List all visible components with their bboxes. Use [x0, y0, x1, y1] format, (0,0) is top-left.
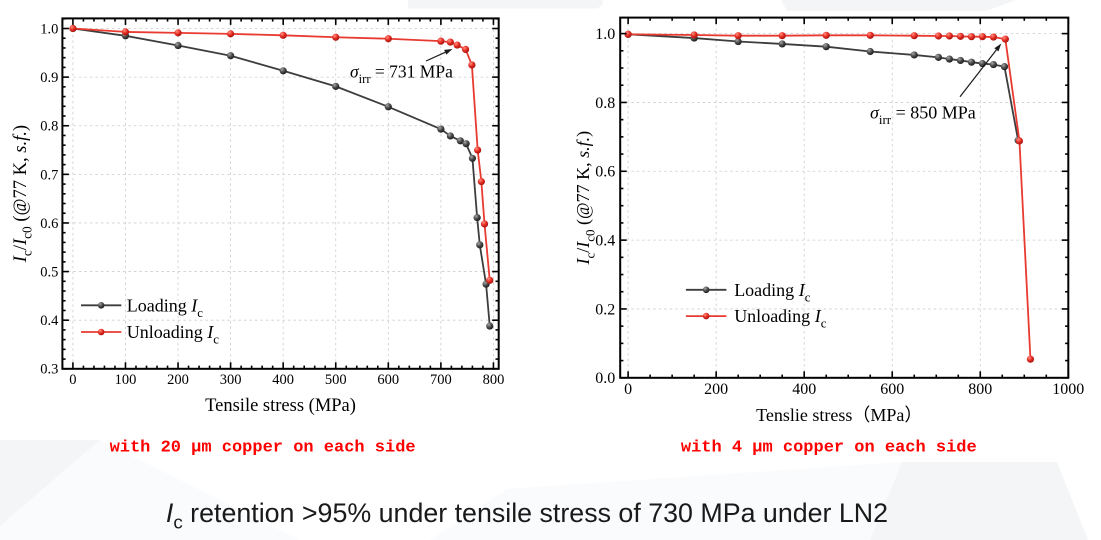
series-loading-ic — [69, 24, 494, 330]
x-tick-label: 100 — [115, 372, 137, 388]
series-unloading-ic — [69, 24, 494, 284]
x-axis-title: Tenslie stress（MPa） — [756, 405, 922, 425]
y-tick-label: 0.6 — [40, 216, 58, 232]
x-tick-label: 200 — [704, 381, 728, 398]
y-tick-label: 0.8 — [40, 119, 58, 135]
y-tick-label: 1.0 — [40, 21, 58, 37]
headline: Ic retention >95% under tensile stress o… — [0, 498, 1054, 532]
x-tick-label: 800 — [483, 372, 505, 388]
y-tick-label: 1.0 — [595, 26, 615, 43]
y-axis-title: Ic/Ic0 (@77 K, s.f.) — [11, 125, 35, 263]
decoration-bottom-left-faint-wedge — [0, 440, 300, 540]
legend-label: Unloading Ic — [127, 322, 220, 346]
legend-label: Loading Ic — [734, 280, 811, 304]
chart-right-4um: 0 200 400 600 800 1000 0.0 0.2 0.4 0.6 0.8 1.0 Tensl… — [573, 16, 1084, 425]
y-axis-title: Ic/Ic0 (@77 K, s.f.) — [573, 131, 597, 266]
x-tick-label: 600 — [880, 381, 904, 398]
x-tick-label: 300 — [220, 372, 242, 388]
x-tick-label: 400 — [272, 372, 294, 388]
tick-marks — [61, 17, 499, 370]
decoration-top-band — [408, 0, 603, 9]
tick-labels: 0 100 200 300 400 500 600 700 800 0.3 0.4 0.5 0.6 0.7… — [40, 21, 504, 388]
annotation-text: σirr = 731 MPa — [350, 62, 453, 86]
legend-label: Unloading Ic — [734, 306, 827, 330]
y-tick-label: 0.7 — [40, 167, 58, 183]
x-tick-label: 800 — [968, 381, 992, 398]
y-tick-label: 0.5 — [40, 265, 58, 281]
y-tick-label: 0.6 — [595, 164, 615, 181]
x-tick-label: 500 — [325, 372, 347, 388]
x-tick-label: 700 — [430, 372, 452, 388]
x-tick-label: 400 — [792, 381, 816, 398]
x-axis-title: Tensile stress (MPa) — [205, 396, 356, 416]
legend: Loading Ic Unloading Ic — [81, 295, 220, 347]
y-tick-label: 0.4 — [595, 233, 615, 250]
series-loading-ic — [624, 30, 1022, 144]
x-tick-label: 0 — [69, 372, 76, 388]
annotation: σirr = 850 MPa — [870, 43, 1002, 127]
caption-right-4um: with 4 μm copper on each side — [680, 438, 977, 457]
chart-left-20um: 0 100 200 300 400 500 600 700 800 0.3 0.4 0.5 0.6 0.7… — [11, 17, 504, 416]
axes — [619, 16, 1070, 379]
decoration-bottom-right-wedge — [870, 462, 1088, 540]
y-tick-label: 0.9 — [40, 70, 58, 86]
y-tick-label: 0.3 — [40, 362, 58, 378]
gridlines — [620, 17, 1069, 379]
x-tick-label: 1000 — [1052, 381, 1084, 398]
y-tick-label: 0.0 — [595, 370, 615, 387]
decoration-top-right-band — [781, 0, 1016, 11]
y-tick-label: 0.4 — [40, 313, 59, 329]
caption-left-20um: with 20 μm copper on each side — [109, 438, 416, 457]
y-tick-label: 0.8 — [595, 95, 615, 112]
headline-text: retention >95% under tensile stress of 7… — [182, 498, 889, 528]
x-tick-label: 600 — [377, 372, 399, 388]
tick-labels: 0 200 400 600 800 1000 0.0 0.2 0.4 0.6 0.8 1.0 — [595, 26, 1084, 398]
tick-marks — [620, 17, 1070, 379]
series-unloading-ic — [624, 30, 1035, 363]
headline-ic-symbol: I — [165, 498, 174, 528]
y-tick-label: 0.2 — [595, 301, 615, 318]
x-tick-label: 200 — [167, 372, 189, 388]
decoration-bottom-right-faint-wedge — [430, 462, 902, 540]
annotation: σirr = 731 MPa — [350, 49, 453, 86]
annotation-text: σirr = 850 MPa — [870, 103, 976, 127]
headline-ic-subscript: c — [173, 511, 183, 533]
x-tick-label: 0 — [624, 381, 632, 398]
legend-label: Loading Ic — [127, 295, 204, 319]
